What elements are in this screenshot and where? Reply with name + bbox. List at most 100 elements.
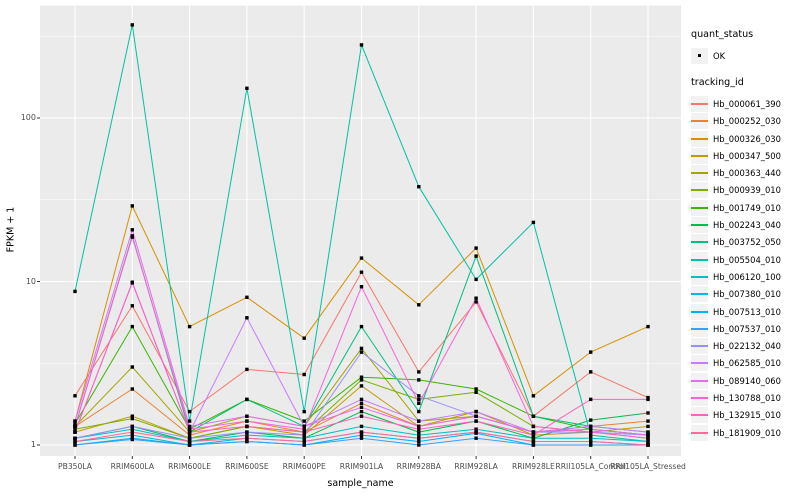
- legend: quant_status OK tracking_id Hb_000061_39…: [691, 29, 799, 441]
- legend-label: Hb_089140_060: [713, 375, 781, 386]
- data-point: [302, 419, 306, 423]
- data-point: [130, 235, 134, 239]
- legend-label: Hb_062585_010: [713, 358, 781, 369]
- line-key-icon: [691, 407, 708, 424]
- data-point: [474, 254, 478, 258]
- x-tick-label: RRIM600SE: [225, 462, 269, 471]
- legend-item-Hb_089140_060: Hb_089140_060: [691, 372, 799, 389]
- legend-item-Hb_005504_010: Hb_005504_010: [691, 251, 799, 268]
- data-point: [130, 204, 134, 208]
- legend-item-Hb_001749_010: Hb_001749_010: [691, 199, 799, 216]
- data-point: [589, 430, 593, 434]
- data-point: [130, 228, 134, 232]
- data-point: [646, 436, 650, 440]
- legend-label: Hb_000347_500: [713, 150, 781, 161]
- data-point: [130, 280, 134, 284]
- data-point: [73, 422, 77, 426]
- line-key-icon: [691, 251, 708, 268]
- data-point: [589, 418, 593, 422]
- line-key-icon: [691, 182, 708, 199]
- data-point: [73, 289, 77, 294]
- legend-item-Hb_000363_440: Hb_000363_440: [691, 164, 799, 182]
- ok-point-key-icon: [691, 47, 708, 64]
- legend-label: Hb_000252_030: [713, 116, 781, 127]
- data-point: [646, 430, 650, 434]
- y-axis-title: FPKM + 1: [5, 206, 17, 253]
- line-key-icon: [691, 147, 708, 164]
- legend-label: Hb_001749_010: [713, 202, 781, 213]
- line-key-icon: [691, 234, 708, 251]
- x-tick-label: PB350LA: [58, 462, 92, 471]
- data-point: [245, 86, 249, 90]
- data-point: [245, 295, 249, 299]
- data-point: [531, 424, 536, 429]
- data-point: [646, 443, 650, 447]
- data-point: [417, 433, 421, 437]
- data-point: [646, 397, 650, 402]
- data-point: [417, 424, 421, 429]
- data-point: [359, 375, 364, 379]
- data-point: [359, 384, 364, 388]
- data-point: [130, 324, 134, 329]
- legend-item-Hb_007537_010: Hb_007537_010: [691, 320, 799, 337]
- data-point: [73, 443, 77, 447]
- data-point: [302, 336, 306, 340]
- data-point: [73, 430, 77, 434]
- legend-label: Hb_000939_010: [713, 185, 781, 196]
- data-point: [474, 409, 478, 414]
- legend-title-quant-status: quant_status: [691, 29, 754, 40]
- data-point: [417, 185, 421, 189]
- data-point: [302, 409, 306, 414]
- legend-item-Hb_000347_500: Hb_000347_500: [691, 147, 799, 164]
- legend-item-Hb_130788_010: Hb_130788_010: [691, 389, 799, 406]
- data-point: [130, 430, 134, 434]
- data-point: [130, 416, 134, 421]
- legend-label: Hb_007380_010: [713, 289, 781, 300]
- data-point: [531, 436, 536, 440]
- data-point: [417, 394, 421, 398]
- data-point: [359, 378, 364, 382]
- data-point: [187, 419, 192, 423]
- data-point: [73, 419, 77, 423]
- data-point: [187, 409, 192, 414]
- legend-item-Hb_002243_040: Hb_002243_040: [691, 216, 799, 234]
- data-point: [187, 430, 192, 434]
- x-tick-label: RRII105LA_Stressed: [610, 462, 686, 471]
- line-key-icon: [691, 424, 708, 441]
- data-point: [359, 346, 364, 351]
- legend-item-Hb_007513_010: Hb_007513_010: [691, 303, 799, 320]
- data-point: [474, 436, 478, 440]
- data-point: [359, 436, 364, 440]
- data-point: [73, 427, 77, 431]
- x-tick-label: RRIM928BA: [396, 462, 441, 471]
- data-point: [187, 427, 192, 431]
- data-point: [130, 23, 134, 27]
- line-key-icon: [691, 199, 708, 216]
- data-point: [130, 304, 134, 308]
- legend-item-Hb_007380_010: Hb_007380_010: [691, 286, 799, 303]
- data-point: [359, 433, 364, 437]
- data-point: [130, 414, 134, 418]
- data-point: [359, 414, 364, 418]
- line-key-icon: [691, 268, 708, 285]
- data-point: [187, 436, 192, 440]
- data-point: [73, 394, 77, 398]
- data-point: [302, 427, 306, 431]
- line-key-icon: [691, 389, 708, 406]
- data-point: [245, 397, 249, 402]
- y-tick-label: 1: [30, 440, 36, 449]
- data-point: [417, 430, 421, 434]
- legend-item-Hb_181909_010: Hb_181909_010: [691, 424, 799, 441]
- legend-label-ok: OK: [713, 50, 726, 61]
- data-point: [187, 433, 192, 437]
- data-point: [187, 424, 192, 429]
- data-point: [245, 433, 249, 437]
- legend-label: Hb_022132_040: [713, 341, 781, 352]
- data-point: [359, 401, 364, 405]
- data-point: [646, 419, 650, 423]
- data-point: [359, 350, 364, 354]
- line-key-icon: [691, 355, 708, 372]
- plot-panel: [40, 5, 681, 456]
